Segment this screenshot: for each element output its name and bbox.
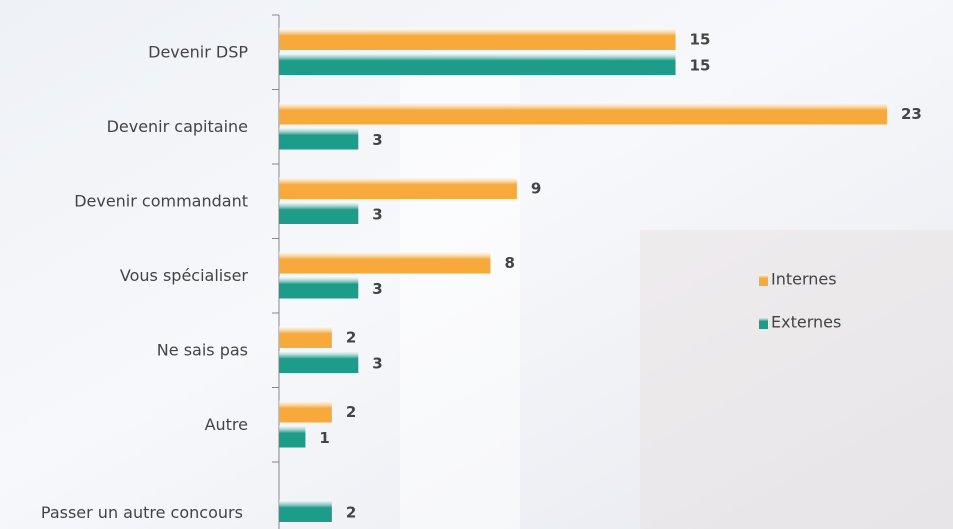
value-label: 3 — [372, 206, 382, 224]
bar — [279, 128, 358, 150]
bar — [279, 277, 358, 299]
value-label: 3 — [372, 280, 382, 298]
value-label: 2 — [346, 329, 356, 347]
value-label: 15 — [690, 57, 711, 75]
legend-label: Externes — [771, 313, 841, 332]
bar — [279, 202, 358, 224]
category-label: Vous spécialiser — [120, 266, 249, 285]
legend-label: Internes — [771, 270, 837, 289]
bar — [279, 426, 305, 448]
category-label: Autre — [205, 415, 248, 434]
category-label: Devenir commandant — [74, 192, 248, 211]
page: Devenir DSP1515Devenir capitaine233Deven… — [0, 0, 953, 529]
bar — [279, 28, 676, 50]
legend-swatch — [759, 274, 768, 286]
legend-swatch — [759, 317, 768, 329]
value-label: 2 — [346, 403, 356, 421]
value-label: 1 — [319, 429, 329, 447]
chart: Devenir DSP1515Devenir capitaine233Deven… — [0, 0, 953, 529]
value-label: 8 — [504, 254, 514, 272]
bar — [279, 326, 332, 348]
value-label: 3 — [372, 355, 382, 373]
value-label: 2 — [346, 504, 356, 522]
value-label: 15 — [690, 31, 711, 49]
bar — [279, 177, 517, 199]
bar — [279, 53, 676, 75]
value-label: 9 — [531, 180, 541, 198]
value-label: 3 — [372, 131, 382, 149]
bar — [279, 500, 332, 522]
value-label: 23 — [901, 105, 922, 123]
bar — [279, 252, 490, 274]
category-label: Ne sais pas — [157, 341, 248, 360]
bar — [279, 401, 332, 423]
bar — [279, 351, 358, 373]
category-label: Devenir capitaine — [107, 117, 248, 136]
background-photo — [400, 60, 520, 529]
bar — [279, 103, 887, 125]
category-label: Devenir DSP — [148, 43, 248, 62]
